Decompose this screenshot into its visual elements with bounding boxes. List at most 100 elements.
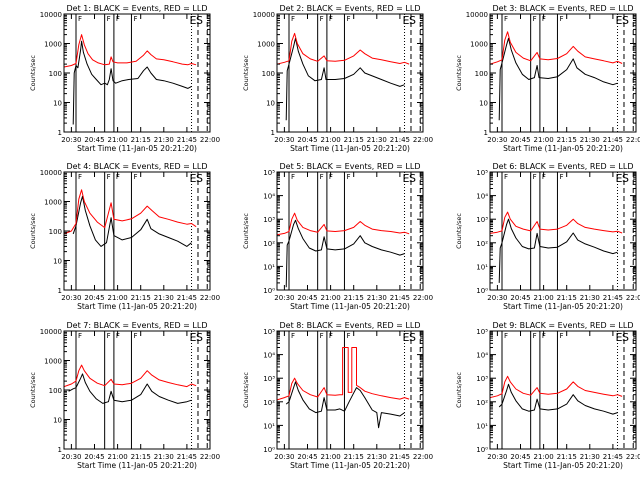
series-line-events: [72, 195, 192, 247]
x-tick-label: 20:30: [61, 136, 81, 144]
series-line-lld: [64, 189, 197, 235]
chart-panel-det-9: Det 9: BLACK = Events, RED = LLDFFFFES10…: [455, 321, 640, 470]
marker-annotation: F: [320, 173, 324, 181]
series-group: [64, 34, 197, 125]
x-tick-label: 20:30: [274, 294, 294, 302]
marker-annotation: S: [622, 14, 629, 27]
x-tick-label: 21:15: [557, 453, 577, 461]
y-tick-label: 10000: [40, 11, 62, 19]
marker-annotation: F: [133, 173, 137, 181]
y-tick-label: 10000: [40, 328, 62, 336]
series-group: [490, 211, 623, 283]
series-group: [490, 31, 623, 121]
x-tick-label: 20:45: [297, 453, 317, 461]
marker-annotation: F: [504, 173, 508, 181]
x-tick-label: 20:30: [274, 453, 294, 461]
x-tick-label: 22:00: [413, 136, 433, 144]
y-tick-label: 1: [484, 129, 488, 137]
y-axis-label: Counts/sec: [242, 55, 250, 91]
marker-annotation: E: [403, 14, 410, 27]
x-tick-label: 20:45: [510, 453, 530, 461]
marker-annotation: E: [616, 14, 623, 27]
y-tick-label: 1000: [44, 41, 62, 49]
series-line-events: [285, 381, 405, 429]
y-tick-label: 10²: [263, 399, 275, 407]
y-tick-label: 10²: [476, 399, 488, 407]
y-tick-label: 1000: [44, 199, 62, 207]
x-tick-label: 20:30: [61, 294, 81, 302]
x-tick-label: 21:15: [131, 294, 151, 302]
marker-annotation: F: [533, 15, 537, 23]
x-tick-label: 21:00: [534, 136, 554, 144]
y-tick-label: 10: [53, 258, 62, 266]
y-tick-label: 10¹: [476, 422, 488, 430]
marker-annotation: F: [78, 15, 82, 23]
y-tick-label: 10⁵: [476, 328, 488, 336]
marker-annotation: F: [559, 173, 563, 181]
y-tick-label: 10³: [263, 375, 275, 383]
chart-title: Det 4: BLACK = Events, RED = LLD: [67, 162, 208, 171]
series-line-lld: [490, 375, 623, 399]
series-line-events: [285, 37, 405, 121]
series-group: [277, 212, 410, 288]
marker-annotation: F: [107, 15, 111, 23]
y-tick-label: 10¹: [476, 263, 488, 271]
x-axis-label: Start Time (11-Jan-05 20:21:20): [290, 144, 410, 153]
x-tick-label: 20:30: [487, 136, 507, 144]
plot-frame: [276, 330, 424, 450]
y-tick-label: 10⁰: [476, 287, 488, 295]
y-tick-label: 10000: [253, 11, 275, 19]
y-tick-label: 10¹: [263, 422, 275, 430]
marker-annotation: F: [291, 15, 295, 23]
chart-panel-det-6: Det 6: BLACK = Events, RED = LLDFFFFES10…: [455, 162, 640, 311]
series-line-lld: [277, 212, 410, 236]
marker-annotation: F: [291, 173, 295, 181]
x-tick-label: 20:30: [274, 136, 294, 144]
x-axis-label: Start Time (11-Jan-05 20:21:20): [503, 302, 623, 311]
x-tick-label: 21:15: [344, 136, 364, 144]
series-line-events: [72, 40, 192, 125]
y-tick-label: 10¹: [263, 263, 275, 271]
y-tick-label: 10⁵: [476, 169, 488, 177]
y-tick-label: 1: [58, 287, 62, 295]
marker-annotation: S: [622, 331, 629, 344]
marker-annotation: F: [291, 332, 295, 340]
y-tick-label: 10⁰: [263, 287, 275, 295]
x-tick-label: 21:00: [321, 136, 341, 144]
y-tick-label: 1: [58, 129, 62, 137]
x-tick-label: 21:30: [580, 136, 600, 144]
y-tick-label: 10: [266, 100, 275, 108]
x-tick-label: 22:00: [200, 294, 220, 302]
marker-annotation: S: [622, 172, 629, 185]
y-tick-label: 10²: [263, 240, 275, 248]
marker-annotation: F: [78, 332, 82, 340]
series-line-events: [498, 37, 618, 121]
x-axis-label: Start Time (11-Jan-05 20:21:20): [503, 144, 623, 153]
marker-annotation: F: [320, 332, 324, 340]
chart-panel-det-7: Det 7: BLACK = Events, RED = LLDFFFFES11…: [29, 321, 220, 470]
y-tick-label: 1: [271, 129, 275, 137]
series-group: [64, 364, 197, 404]
x-tick-label: 21:00: [534, 453, 554, 461]
marker-annotation: E: [403, 172, 410, 185]
x-tick-label: 21:15: [557, 136, 577, 144]
chart-title: Det 5: BLACK = Events, RED = LLD: [280, 162, 421, 171]
marker-annotation: F: [346, 332, 350, 340]
y-tick-label: 100: [49, 70, 62, 78]
x-tick-label: 20:30: [487, 294, 507, 302]
y-tick-label: 10⁵: [263, 169, 275, 177]
series-group: [64, 189, 197, 247]
x-tick-label: 21:45: [603, 136, 623, 144]
marker-annotation: E: [616, 331, 623, 344]
x-tick-label: 21:00: [321, 453, 341, 461]
chart-title: Det 8: BLACK = Events, RED = LLD: [280, 321, 421, 330]
y-tick-label: 10: [479, 100, 488, 108]
y-tick-label: 10⁰: [476, 446, 488, 454]
x-tick-label: 22:00: [626, 136, 640, 144]
chart-title: Det 3: BLACK = Events, RED = LLD: [493, 4, 634, 13]
y-tick-label: 10⁴: [263, 193, 275, 201]
chart-panel-det-5: Det 5: BLACK = Events, RED = LLDFFFFES10…: [242, 162, 433, 311]
x-tick-label: 22:00: [200, 136, 220, 144]
y-tick-label: 10000: [466, 11, 488, 19]
y-tick-label: 10: [53, 100, 62, 108]
